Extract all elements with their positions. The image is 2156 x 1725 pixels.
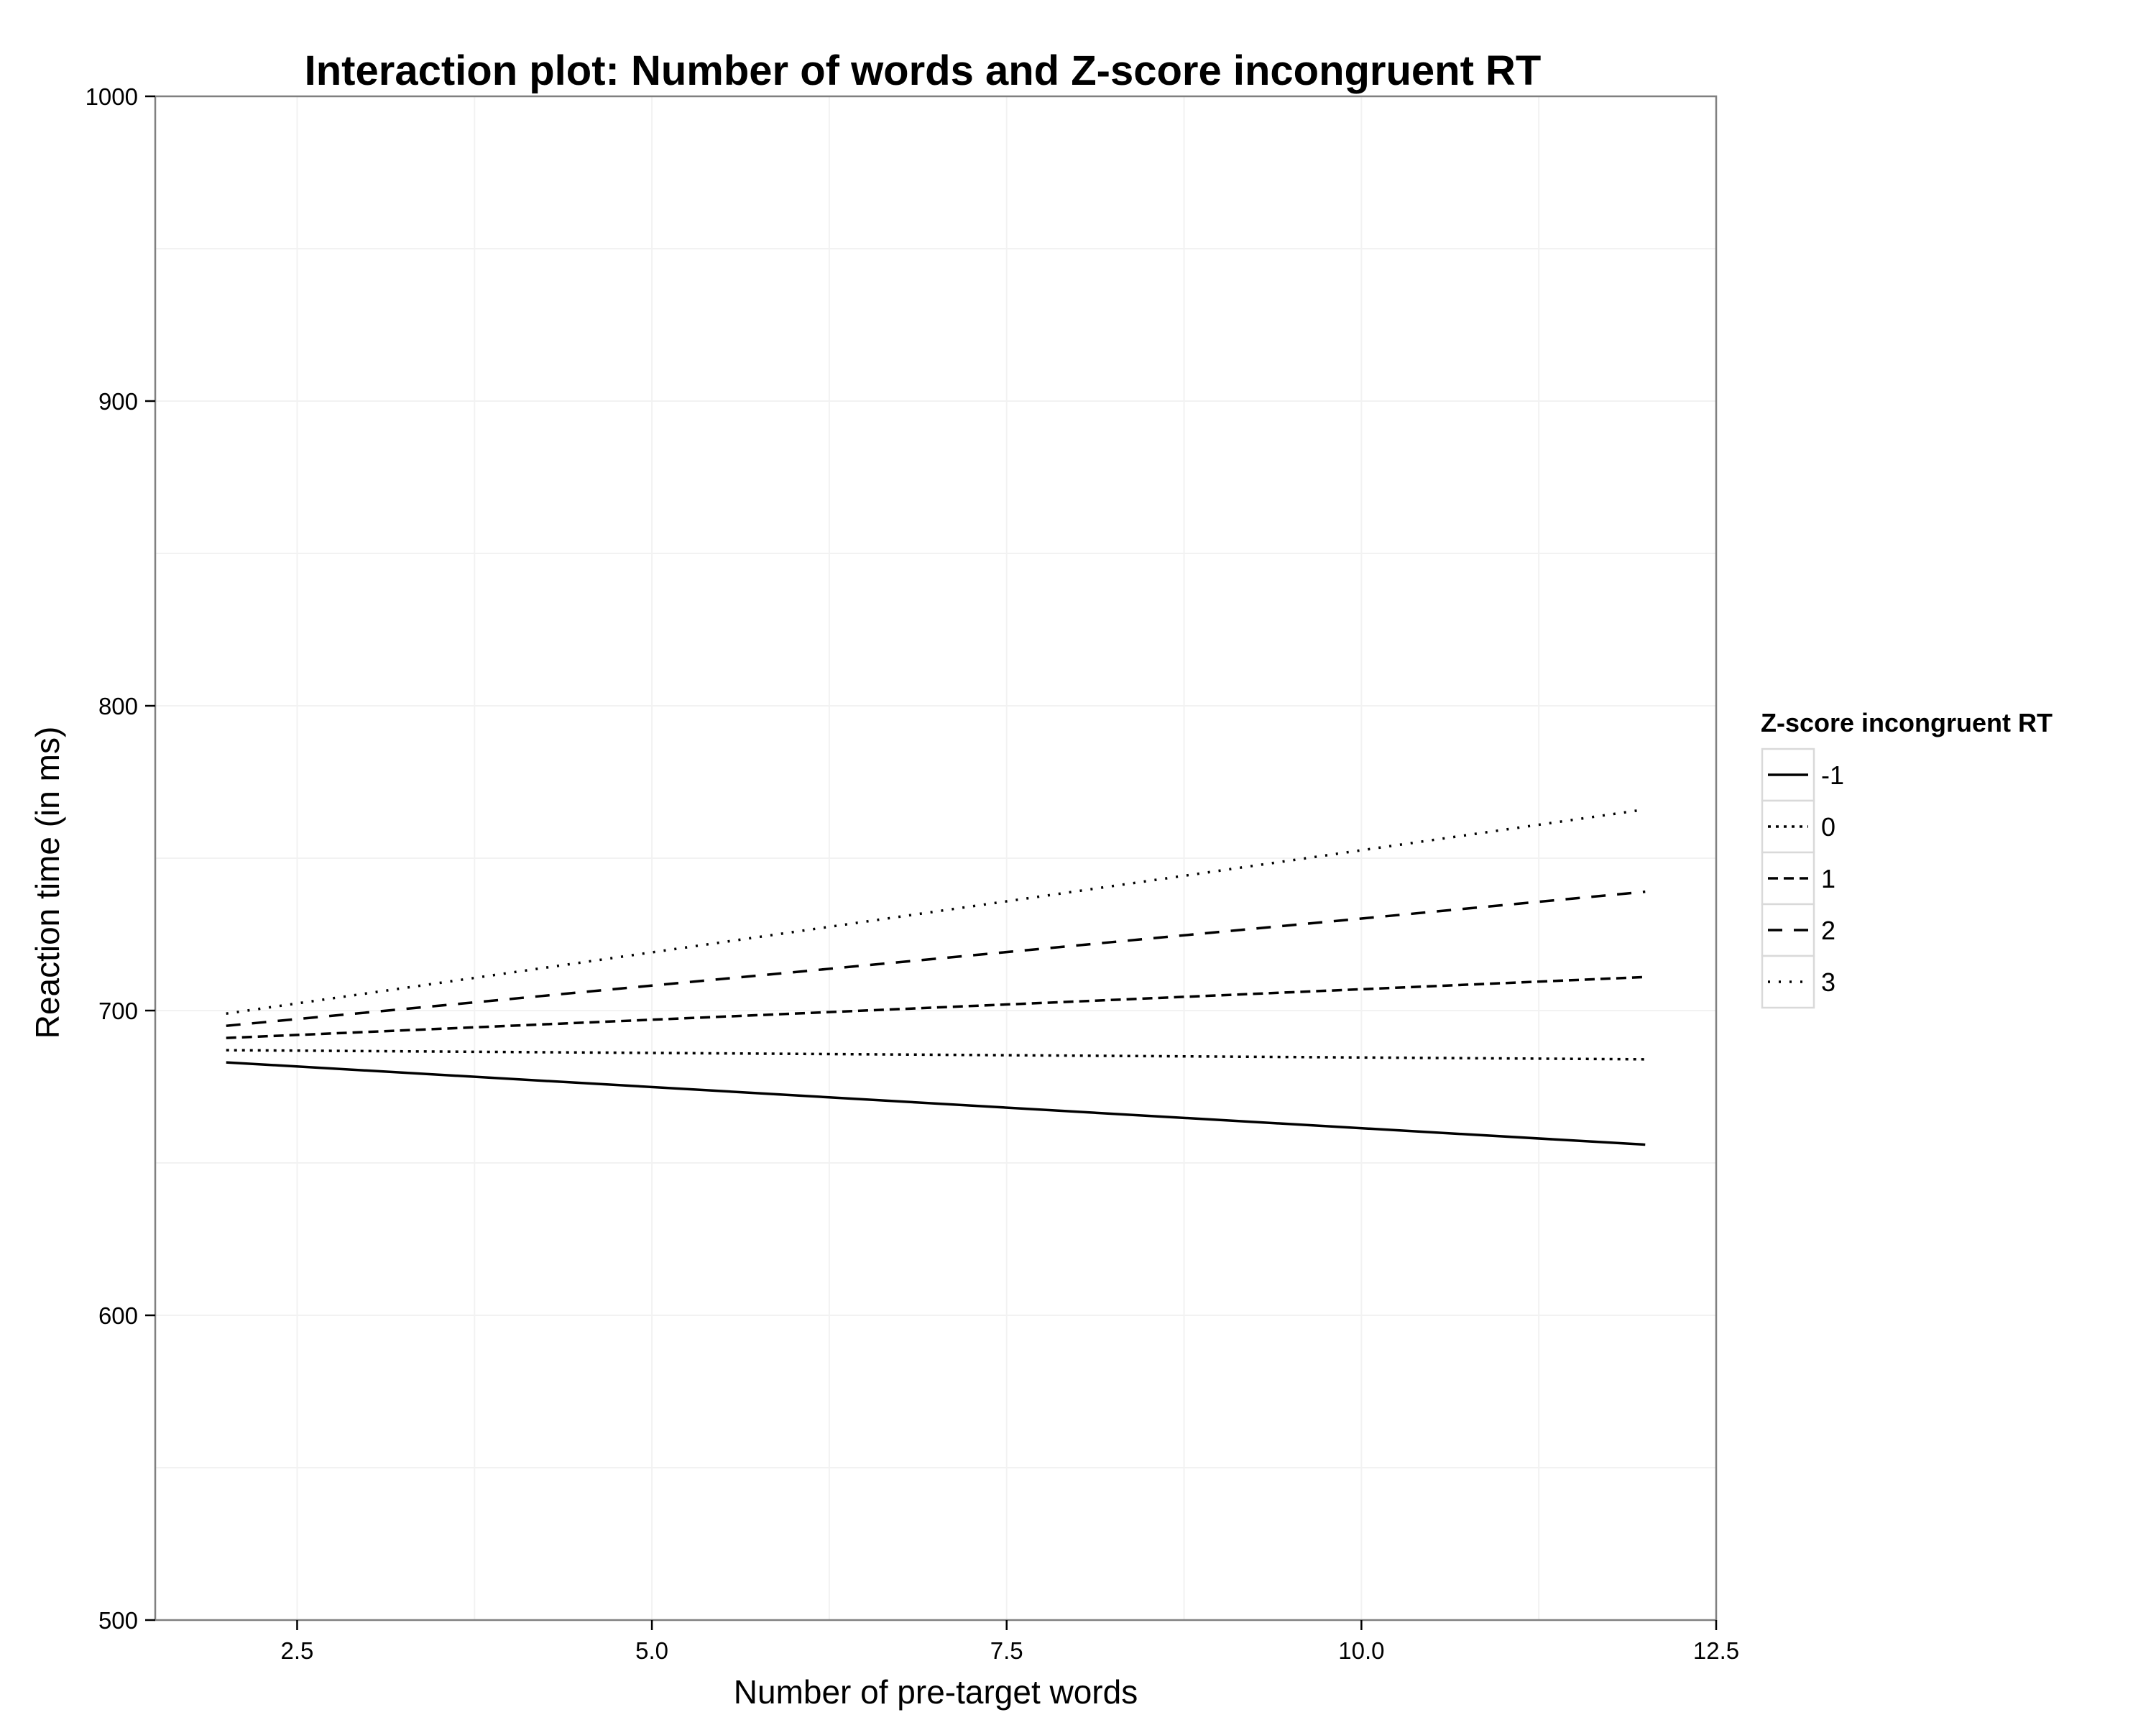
legend-label: 1	[1821, 864, 1835, 893]
legend-label: -1	[1821, 760, 1844, 790]
series-line	[226, 890, 1646, 1027]
legend-label: 0	[1821, 812, 1835, 842]
series-line	[226, 1061, 1646, 1146]
x-tick-label: 10.0	[1338, 1637, 1384, 1664]
y-tick-label: 600	[98, 1302, 138, 1329]
legend: Z-score incongruent RT -1 0 1 2 3	[1761, 708, 2053, 1009]
y-tick-label: 1000	[86, 83, 138, 110]
legend-label: 3	[1821, 967, 1835, 997]
legend-key-box	[1761, 954, 1815, 1009]
x-tick-label: 2.5	[281, 1637, 314, 1664]
legend-label: 2	[1821, 916, 1835, 945]
x-tick-label: 12.5	[1693, 1637, 1739, 1664]
y-tick-label: 800	[98, 693, 138, 719]
axes: 2.5 5.0 7.5 10.0 12.5 500 600 700 800 900 1000	[86, 83, 1740, 1664]
y-tick-label: 900	[98, 388, 138, 415]
x-tick-label: 5.0	[635, 1637, 668, 1664]
series-line	[226, 808, 1646, 1015]
plot-panel-border	[154, 95, 1718, 1622]
series-lines	[226, 808, 1646, 1146]
y-tick-label: 500	[98, 1607, 138, 1634]
chart-title: Interaction plot: Number of words and Z-…	[305, 47, 1542, 94]
x-tick-label: 7.5	[990, 1637, 1023, 1664]
y-tick-label: 700	[98, 998, 138, 1024]
grid-lines	[155, 96, 1716, 1620]
legend-title: Z-score incongruent RT	[1761, 708, 2053, 737]
x-axis-title: Number of pre-target words	[734, 1673, 1138, 1711]
y-axis-title: Reaction time (in ms)	[29, 727, 66, 1039]
